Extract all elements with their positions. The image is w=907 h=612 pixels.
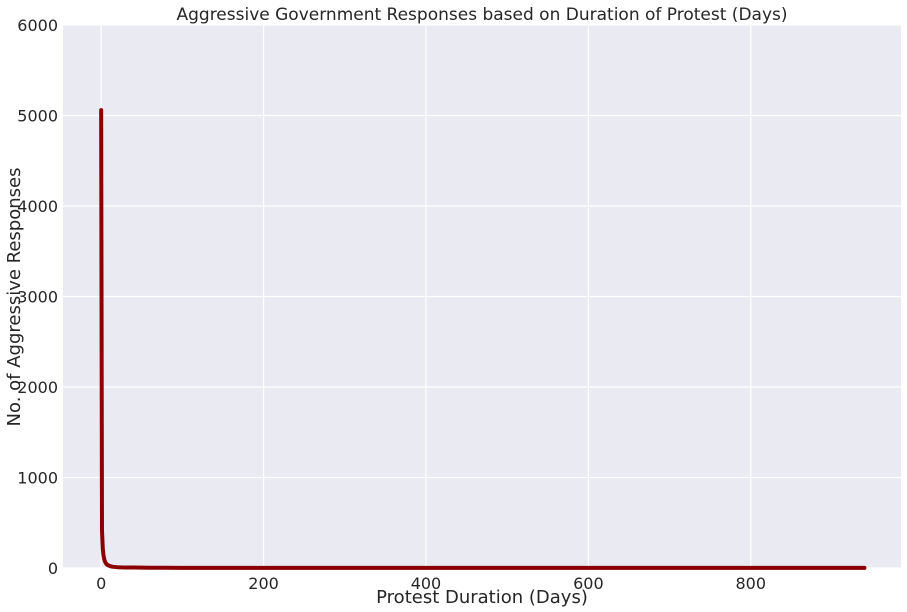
y-tick-label: 6000 <box>17 16 58 35</box>
x-tick-label: 0 <box>96 574 106 593</box>
y-tick-label: 0 <box>48 559 58 578</box>
y-axis-label: No. of Aggressive Responses <box>4 168 25 427</box>
x-tick-label: 400 <box>411 574 442 593</box>
x-tick-labels: 0 200 400 600 800 <box>96 574 766 593</box>
y-tick-labels: 0 1000 2000 3000 4000 5000 6000 <box>17 16 58 578</box>
x-tick-label: 200 <box>248 574 279 593</box>
x-tick-label: 800 <box>736 574 767 593</box>
x-axis-label: Protest Duration (Days) <box>376 587 588 608</box>
y-tick-label: 1000 <box>17 469 58 488</box>
y-tick-label: 4000 <box>17 197 58 216</box>
chart-title: Aggressive Government Responses based on… <box>176 5 787 25</box>
series-layer <box>99 108 867 570</box>
y-tick-label: 5000 <box>17 107 58 126</box>
y-tick-label: 2000 <box>17 378 58 397</box>
x-tick-label: 600 <box>573 574 604 593</box>
series-line <box>99 108 867 570</box>
grid-lines <box>63 24 901 569</box>
y-tick-label: 3000 <box>17 288 58 307</box>
